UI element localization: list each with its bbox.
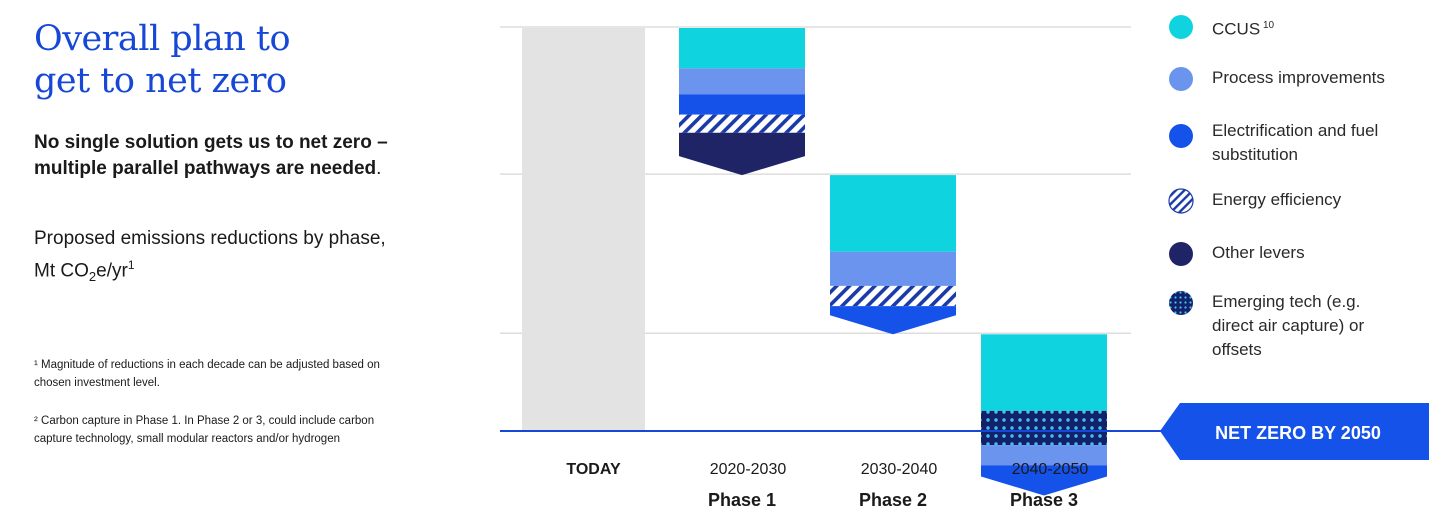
circle-icon [1169,15,1193,39]
circle-icon [1169,242,1193,266]
measure-sup: 1 [127,258,135,272]
footnote-2: ² Carbon capture in Phase 1. In Phase 2 … [34,415,375,445]
circle-icon [1169,67,1193,91]
segment-process [830,251,956,286]
segment-emerging [981,410,1107,446]
legend-text: Process improvements [1212,68,1385,87]
segment-ccus [679,28,805,69]
category-label: TODAY [566,461,621,478]
legend-footnote-ref: 10 [1260,20,1275,31]
segment-efficiency [679,114,805,133]
axis-labels: TODAY 2020-2030 Phase 1 2030-2040 Phase 2 204… [566,461,1088,510]
circle-icon [1169,124,1193,148]
segment-other [679,132,805,176]
category-label: 2040-2050 [1012,461,1089,478]
measure-post: e/yr [96,260,128,282]
legend-text: Other levers [1212,243,1305,262]
legend-label: Other levers [1212,241,1452,265]
title-line-2: get to net zero [34,61,287,101]
legend-label: Energy efficiency [1212,188,1452,212]
segment-ccus [830,175,956,252]
segment-electrification [830,306,956,335]
bars [500,28,1200,496]
segment-process [981,445,1107,466]
badge-label: NET ZERO BY 2050 [1215,423,1381,443]
hatched-circle-icon [1168,188,1194,214]
badge-arrow [1160,403,1429,460]
footnote-1: ¹ Magnitude of reductions in each decade… [34,359,380,389]
bar-today [522,28,645,431]
net-zero-badge: NET ZERO BY 2050 [1160,403,1429,460]
category-label: 2020-2030 [710,461,787,478]
page-title: Overall plan to get to net zero [34,18,394,102]
segment-electrification [981,465,1107,496]
legend-text: CCUS [1212,19,1261,39]
phase-label: Phase 2 [859,490,927,510]
phase-label: Phase 3 [1010,490,1078,510]
segment-ccus [981,334,1107,411]
dotted-circle-icon [1169,291,1193,315]
subtitle-bold: No single solution gets us to net zero –… [34,132,388,179]
subtitle: No single solution gets us to net zero –… [34,130,394,182]
segment-efficiency [830,285,956,307]
measure-label: Proposed emissions reductions by phase, … [34,226,394,290]
category-label: 2030-2040 [861,461,938,478]
subtitle-tail: . [376,158,382,179]
measure-pre: Proposed emissions reductions by phase, … [34,228,386,282]
legend-text: Energy efficiency [1212,190,1342,209]
legend-label: CCUS 10 [1212,14,1452,42]
phase-label: Phase 1 [708,490,776,510]
legend-text: Emerging tech (e.g. direct air capture) … [1212,292,1365,359]
segment-electrification [679,94,805,115]
legend-text: Electrification and fuel substitution [1212,121,1379,164]
legend-label: Electrification and fuel substitution [1212,119,1412,167]
segment-process [679,68,805,95]
title-line-1: Overall plan to [34,19,291,59]
legend-label: Process improvements [1212,66,1452,90]
legend-label: Emerging tech (e.g. direct air capture) … [1212,290,1402,362]
measure-sub: 2 [88,269,97,285]
